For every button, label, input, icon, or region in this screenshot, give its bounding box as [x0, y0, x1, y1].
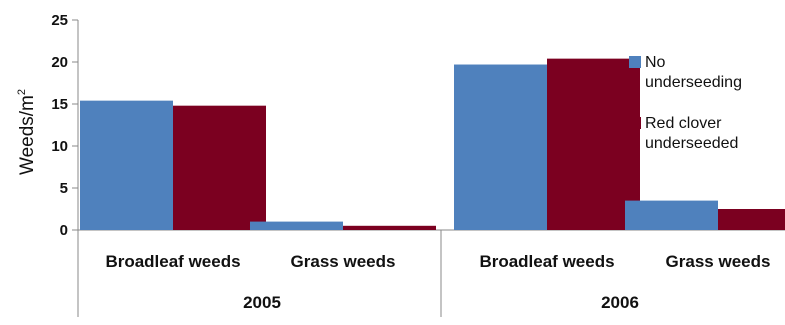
legend-swatch-red-clover [629, 117, 641, 129]
bars [80, 58, 785, 231]
legend-swatch-no-underseeding [629, 56, 641, 68]
group-label-2005: 2005 [243, 293, 281, 312]
y-tick-label: 10 [51, 138, 68, 155]
y-axis-title-text: Weeds/m [17, 95, 38, 175]
category-label: Grass weeds [666, 252, 771, 271]
category-label: Broadleaf weeds [105, 252, 240, 271]
bar-no-underseeding-2006-broadleaf [454, 64, 547, 231]
legend-label: Red clover [645, 115, 722, 132]
y-tick-label: 15 [51, 96, 68, 113]
y-axis-title: Weeds/m2 [16, 89, 38, 175]
category-label: Broadleaf weeds [479, 252, 614, 271]
bar-no-underseeding-2005-grass [250, 221, 343, 230]
bar-red-clover-2005-grass [343, 225, 436, 230]
legend-label: underseeding [645, 74, 742, 91]
y-axis-title-superscript: 2 [16, 89, 28, 95]
y-tick-label: 25 [51, 12, 68, 29]
bar-red-clover-2006-grass [718, 209, 785, 230]
y-tick-label: 5 [60, 180, 68, 197]
category-label: Grass weeds [291, 252, 396, 271]
bar-red-clover-2006-broadleaf [547, 58, 640, 230]
y-tick-label: 0 [60, 222, 68, 239]
group-label-2006: 2006 [601, 293, 639, 312]
y-tick-label: 20 [51, 54, 68, 71]
bar-no-underseeding-2006-grass [625, 200, 718, 230]
axis-labels: 0 5 10 15 20 25 Weeds/m2 Broadleaf weeds Grass w… [16, 12, 770, 312]
legend-label: No [645, 54, 666, 71]
bar-no-underseeding-2005-broadleaf [80, 100, 173, 230]
legend-label: underseeded [645, 135, 738, 152]
legend: No underseeding Red clover underseeded [629, 54, 742, 152]
bar-red-clover-2005-broadleaf [173, 105, 266, 230]
